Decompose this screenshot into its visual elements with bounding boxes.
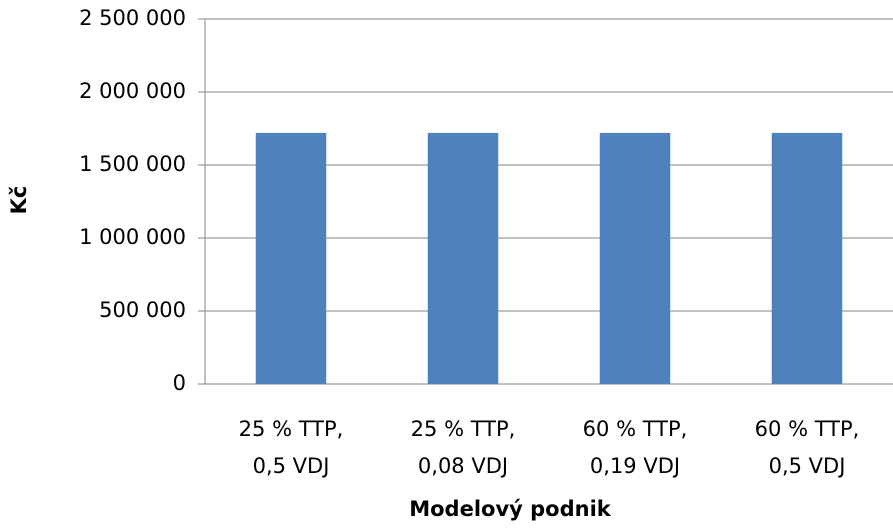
x-tick-label: 60 % TTP, 0,19 VDJ (583, 417, 688, 478)
y-tick-label: 2 000 000 (79, 79, 186, 103)
bar (771, 132, 843, 384)
x-tick-label: 25 % TTP, 0,08 VDJ (411, 417, 516, 478)
y-tick-label: 2 500 000 (79, 6, 186, 30)
y-axis-title: Kč (7, 186, 31, 215)
x-axis-title: Modelový podnik (409, 497, 612, 521)
bar (255, 132, 327, 384)
y-tick-label: 500 000 (99, 298, 186, 322)
bar (599, 132, 671, 384)
y-tick-label: 1 000 000 (79, 225, 186, 249)
bar (427, 132, 499, 384)
y-tick-label: 1 500 000 (79, 152, 186, 176)
y-tick-label: 0 (173, 371, 186, 395)
x-tick-label: 25 % TTP, 0,5 VDJ (239, 417, 344, 478)
x-tick-label: 60 % TTP, 0,5 VDJ (755, 417, 860, 478)
